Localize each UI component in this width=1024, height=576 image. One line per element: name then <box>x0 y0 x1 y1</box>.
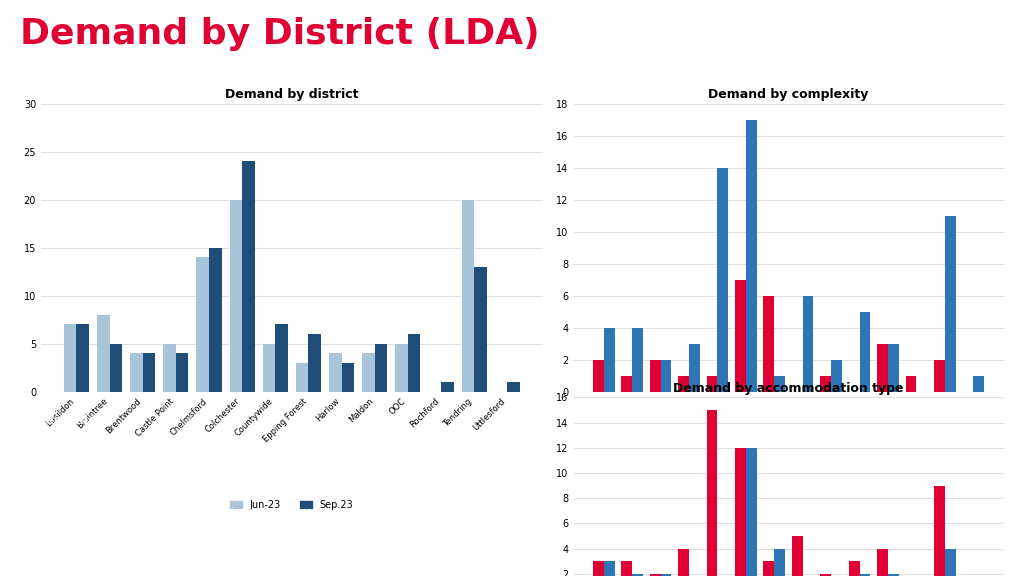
Bar <box>63 324 77 392</box>
Bar <box>342 363 354 392</box>
Bar <box>689 344 699 392</box>
Text: Headlines: Headlines <box>36 415 105 427</box>
Bar <box>209 248 221 392</box>
Bar <box>764 561 774 576</box>
Title: Demand by accommodation type: Demand by accommodation type <box>673 382 904 395</box>
Bar <box>820 574 831 576</box>
Bar <box>878 344 888 392</box>
Bar <box>905 376 916 392</box>
Bar <box>859 312 870 392</box>
Bar <box>163 344 176 392</box>
Bar <box>820 376 831 392</box>
Bar <box>707 410 718 576</box>
Bar <box>142 353 156 392</box>
Bar <box>375 344 387 392</box>
Bar <box>275 324 288 392</box>
Title: Demand by district: Demand by district <box>225 88 358 101</box>
Bar <box>77 324 89 392</box>
Text: ➤  They are also the 2 districts with a growing demand since last report,
    wh: ➤ They are also the 2 districts with a g… <box>36 507 365 526</box>
Bar <box>878 548 888 576</box>
Bar <box>774 548 785 576</box>
Bar <box>593 359 604 392</box>
Text: ➤  The highest demand for complex needs is in Colchester (7) but a lot of
    th: ➤ The highest demand for complex needs i… <box>36 551 371 570</box>
Bar <box>650 574 660 576</box>
Bar <box>474 267 486 392</box>
Bar <box>507 382 520 392</box>
Bar <box>632 574 643 576</box>
Bar <box>395 344 408 392</box>
Bar <box>408 334 421 392</box>
Bar <box>735 280 745 392</box>
Bar <box>745 120 757 392</box>
Bar <box>622 561 632 576</box>
Bar <box>176 353 188 392</box>
Bar <box>604 328 614 392</box>
Bar <box>774 376 785 392</box>
Bar <box>263 344 275 392</box>
Bar <box>296 363 308 392</box>
Bar <box>632 328 643 392</box>
Bar <box>441 382 454 392</box>
Bar <box>362 353 375 392</box>
Legend: Complex, Non-Complex: Complex, Non-Complex <box>701 496 876 514</box>
Bar <box>197 257 209 392</box>
Bar <box>308 334 321 392</box>
Bar <box>859 574 870 576</box>
Bar <box>604 561 614 576</box>
Bar <box>593 561 604 576</box>
Bar <box>678 548 689 576</box>
Title: Demand by complexity: Demand by complexity <box>709 88 868 101</box>
Text: ➤  Broken down by district we can see the highest demand in Colchester
    (24 a: ➤ Broken down by district we can see the… <box>36 464 368 483</box>
Bar <box>242 161 255 392</box>
Bar <box>849 561 859 576</box>
Bar <box>945 548 955 576</box>
Bar <box>934 486 945 576</box>
Bar <box>831 359 842 392</box>
Bar <box>650 359 660 392</box>
Bar <box>888 344 899 392</box>
Bar <box>707 376 718 392</box>
Bar <box>735 448 745 576</box>
Text: Demand by District (LDA): Demand by District (LDA) <box>20 17 540 51</box>
Bar <box>678 376 689 392</box>
Bar <box>803 295 813 392</box>
Bar <box>110 344 122 392</box>
Bar <box>973 376 984 392</box>
Text: ➤  Total LDA demand is 102: ➤ Total LDA demand is 102 <box>36 442 162 451</box>
Bar <box>660 574 672 576</box>
Bar <box>934 359 945 392</box>
Bar <box>329 353 342 392</box>
Bar <box>792 536 803 576</box>
Bar <box>130 353 142 392</box>
Bar <box>945 215 955 392</box>
Bar <box>745 448 757 576</box>
Bar <box>97 315 110 392</box>
Legend: Jun-23, Sep.23: Jun-23, Sep.23 <box>226 496 357 514</box>
Bar <box>660 359 672 392</box>
Bar <box>622 376 632 392</box>
Bar <box>764 295 774 392</box>
Bar <box>229 200 242 392</box>
Bar <box>888 574 899 576</box>
Bar <box>718 168 728 392</box>
Bar <box>462 200 474 392</box>
